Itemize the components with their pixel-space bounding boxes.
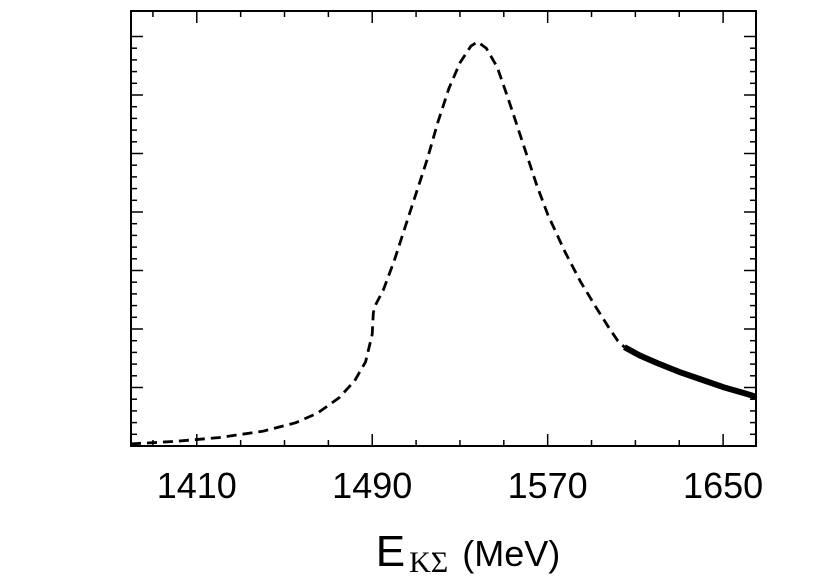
series-group <box>130 40 757 446</box>
x-axis-unit: (MeV) <box>462 533 560 574</box>
plot-frame <box>130 10 757 447</box>
x-axis-symbol: E <box>376 527 405 576</box>
dashed-curve-line <box>130 40 626 446</box>
x-tick-label: 1410 <box>157 465 237 506</box>
x-axis-subscript: KΣ <box>409 546 448 579</box>
axis-ticks <box>131 11 756 447</box>
x-tick-label: 1650 <box>683 465 763 506</box>
x-tick-label: 1490 <box>332 465 412 506</box>
solid-curve-line <box>622 344 757 400</box>
x-tick-label: 1570 <box>508 465 588 506</box>
x-tick-labels: 1410 1490 1570 1650 <box>157 465 763 506</box>
x-axis-label: E KΣ (MeV) <box>376 527 561 579</box>
